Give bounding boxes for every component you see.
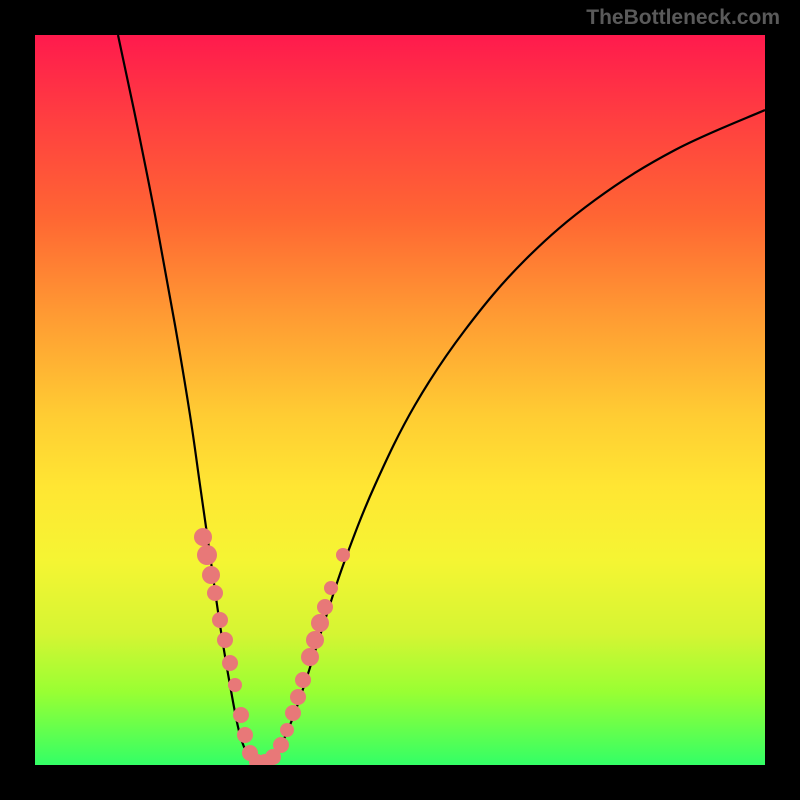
data-marker — [273, 737, 289, 753]
chart-svg — [35, 35, 765, 765]
data-marker — [197, 545, 217, 565]
data-marker — [280, 723, 294, 737]
data-marker — [306, 631, 324, 649]
data-marker — [233, 707, 249, 723]
data-marker — [237, 727, 253, 743]
data-marker — [295, 672, 311, 688]
data-marker — [217, 632, 233, 648]
data-marker — [290, 689, 306, 705]
curve-right-branch — [260, 110, 765, 763]
curve-left-branch — [118, 35, 260, 763]
data-marker — [317, 599, 333, 615]
data-marker — [301, 648, 319, 666]
data-marker — [285, 705, 301, 721]
data-marker — [194, 528, 212, 546]
data-marker — [212, 612, 228, 628]
data-marker — [228, 678, 242, 692]
data-marker — [324, 581, 338, 595]
data-marker — [202, 566, 220, 584]
data-marker — [311, 614, 329, 632]
watermark-text: TheBottleneck.com — [586, 6, 780, 30]
data-marker — [222, 655, 238, 671]
data-marker — [336, 548, 350, 562]
data-marker — [207, 585, 223, 601]
